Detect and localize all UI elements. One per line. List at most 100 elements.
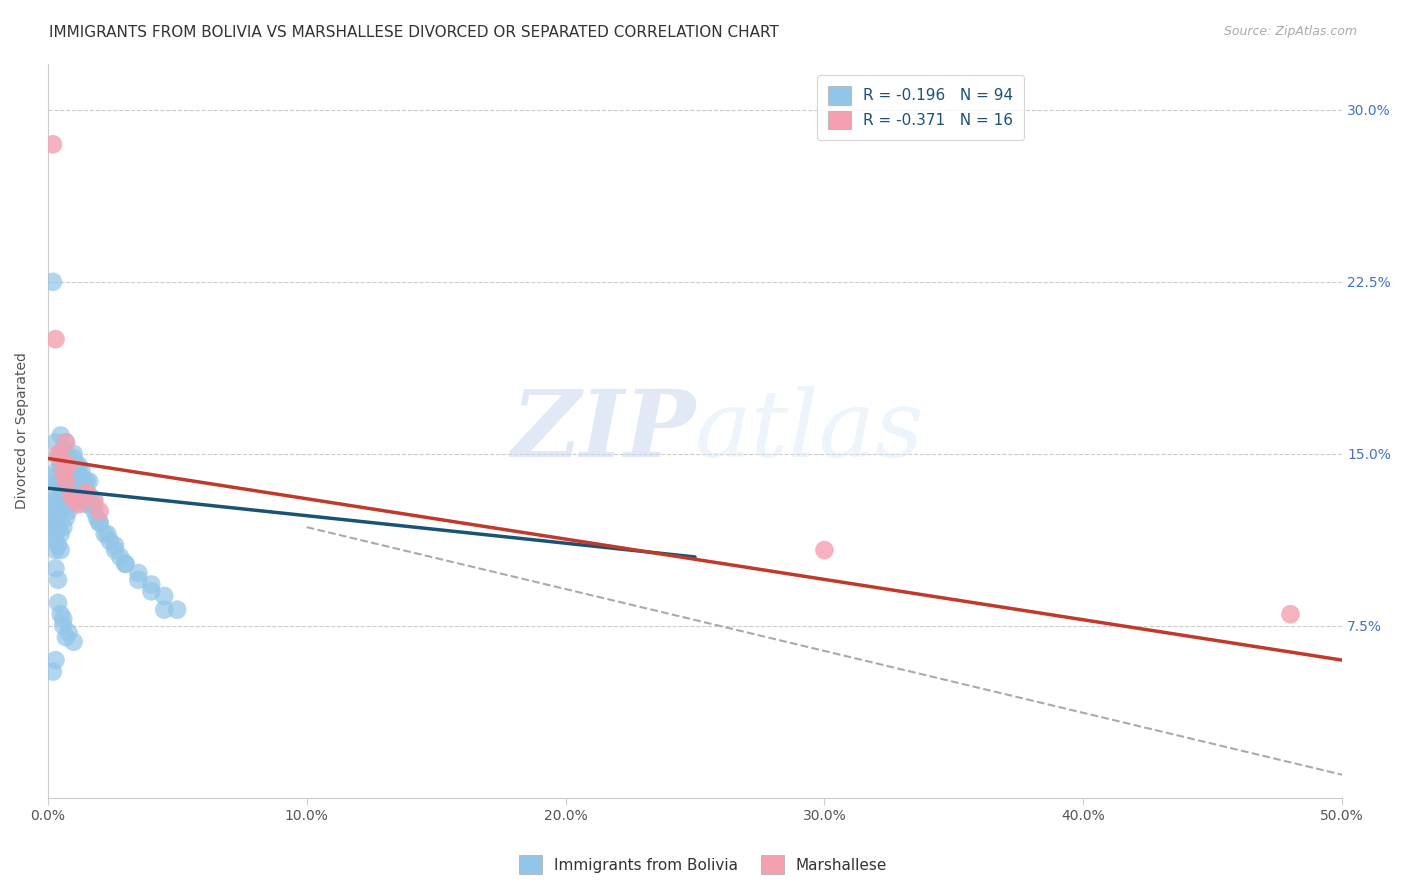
Point	[83, 492, 105, 507]
Point	[67, 469, 90, 483]
Point	[49, 458, 72, 473]
Point	[55, 465, 77, 479]
Point	[52, 497, 75, 511]
Point	[49, 428, 72, 442]
Point	[67, 481, 90, 495]
Point	[83, 497, 105, 511]
Text: Source: ZipAtlas.com: Source: ZipAtlas.com	[1223, 25, 1357, 38]
Point	[44, 492, 66, 507]
Point	[89, 504, 111, 518]
Point	[55, 435, 77, 450]
Point	[153, 589, 176, 603]
Point	[813, 543, 835, 558]
Point	[86, 511, 108, 525]
Point	[58, 458, 80, 473]
Point	[70, 463, 93, 477]
Point	[52, 618, 75, 632]
Point	[62, 497, 84, 511]
Point	[65, 488, 87, 502]
Point	[46, 447, 69, 461]
Point	[70, 469, 93, 483]
Point	[42, 275, 65, 289]
Point	[42, 511, 65, 525]
Point	[1279, 607, 1302, 622]
Point	[52, 465, 75, 479]
Point	[42, 665, 65, 679]
Point	[49, 527, 72, 541]
Point	[58, 458, 80, 473]
Point	[166, 603, 188, 617]
Point	[58, 451, 80, 466]
Point	[58, 625, 80, 640]
Point	[46, 475, 69, 489]
Point	[110, 549, 132, 564]
Point	[44, 332, 66, 346]
Point	[55, 475, 77, 489]
Point	[127, 573, 149, 587]
Point	[46, 596, 69, 610]
Point	[67, 497, 90, 511]
Point	[42, 469, 65, 483]
Point	[80, 497, 103, 511]
Point	[49, 481, 72, 495]
Point	[60, 492, 83, 507]
Point	[39, 481, 62, 495]
Point	[65, 458, 87, 473]
Point	[73, 481, 96, 495]
Point	[44, 516, 66, 530]
Text: ZIP: ZIP	[510, 386, 695, 475]
Point	[44, 465, 66, 479]
Point	[42, 527, 65, 541]
Point	[41, 497, 63, 511]
Point	[62, 492, 84, 507]
Point	[60, 463, 83, 477]
Point	[52, 451, 75, 466]
Point	[55, 630, 77, 644]
Point	[114, 557, 136, 571]
Point	[104, 539, 127, 553]
Point	[44, 543, 66, 558]
Point	[46, 520, 69, 534]
Legend: Immigrants from Bolivia, Marshallese: Immigrants from Bolivia, Marshallese	[513, 849, 893, 880]
Point	[52, 475, 75, 489]
Point	[114, 557, 136, 571]
Point	[38, 504, 60, 518]
Point	[49, 607, 72, 622]
Point	[55, 447, 77, 461]
Text: IMMIGRANTS FROM BOLIVIA VS MARSHALLESE DIVORCED OR SEPARATED CORRELATION CHART: IMMIGRANTS FROM BOLIVIA VS MARSHALLESE D…	[49, 25, 779, 40]
Point	[77, 475, 100, 489]
Point	[153, 603, 176, 617]
Point	[96, 527, 118, 541]
Point	[76, 485, 98, 500]
Point	[46, 539, 69, 553]
Point	[60, 488, 83, 502]
Point	[46, 451, 69, 466]
Point	[44, 435, 66, 450]
Point	[39, 520, 62, 534]
Point	[55, 488, 77, 502]
Point	[83, 504, 105, 518]
Point	[89, 516, 111, 530]
Text: atlas: atlas	[695, 386, 925, 475]
Point	[44, 561, 66, 575]
Legend: R = -0.196   N = 94, R = -0.371   N = 16: R = -0.196 N = 94, R = -0.371 N = 16	[817, 75, 1024, 140]
Point	[52, 442, 75, 457]
Point	[76, 485, 98, 500]
Point	[98, 533, 121, 548]
Point	[104, 543, 127, 558]
Point	[127, 566, 149, 580]
Point	[70, 492, 93, 507]
Point	[58, 504, 80, 518]
Point	[93, 527, 115, 541]
Point	[55, 435, 77, 450]
Point	[58, 481, 80, 495]
Point	[89, 516, 111, 530]
Point	[62, 447, 84, 461]
Point	[141, 577, 163, 591]
Point	[49, 543, 72, 558]
Point	[60, 469, 83, 483]
Point	[44, 533, 66, 548]
Point	[62, 475, 84, 489]
Point	[55, 511, 77, 525]
Point	[49, 451, 72, 466]
